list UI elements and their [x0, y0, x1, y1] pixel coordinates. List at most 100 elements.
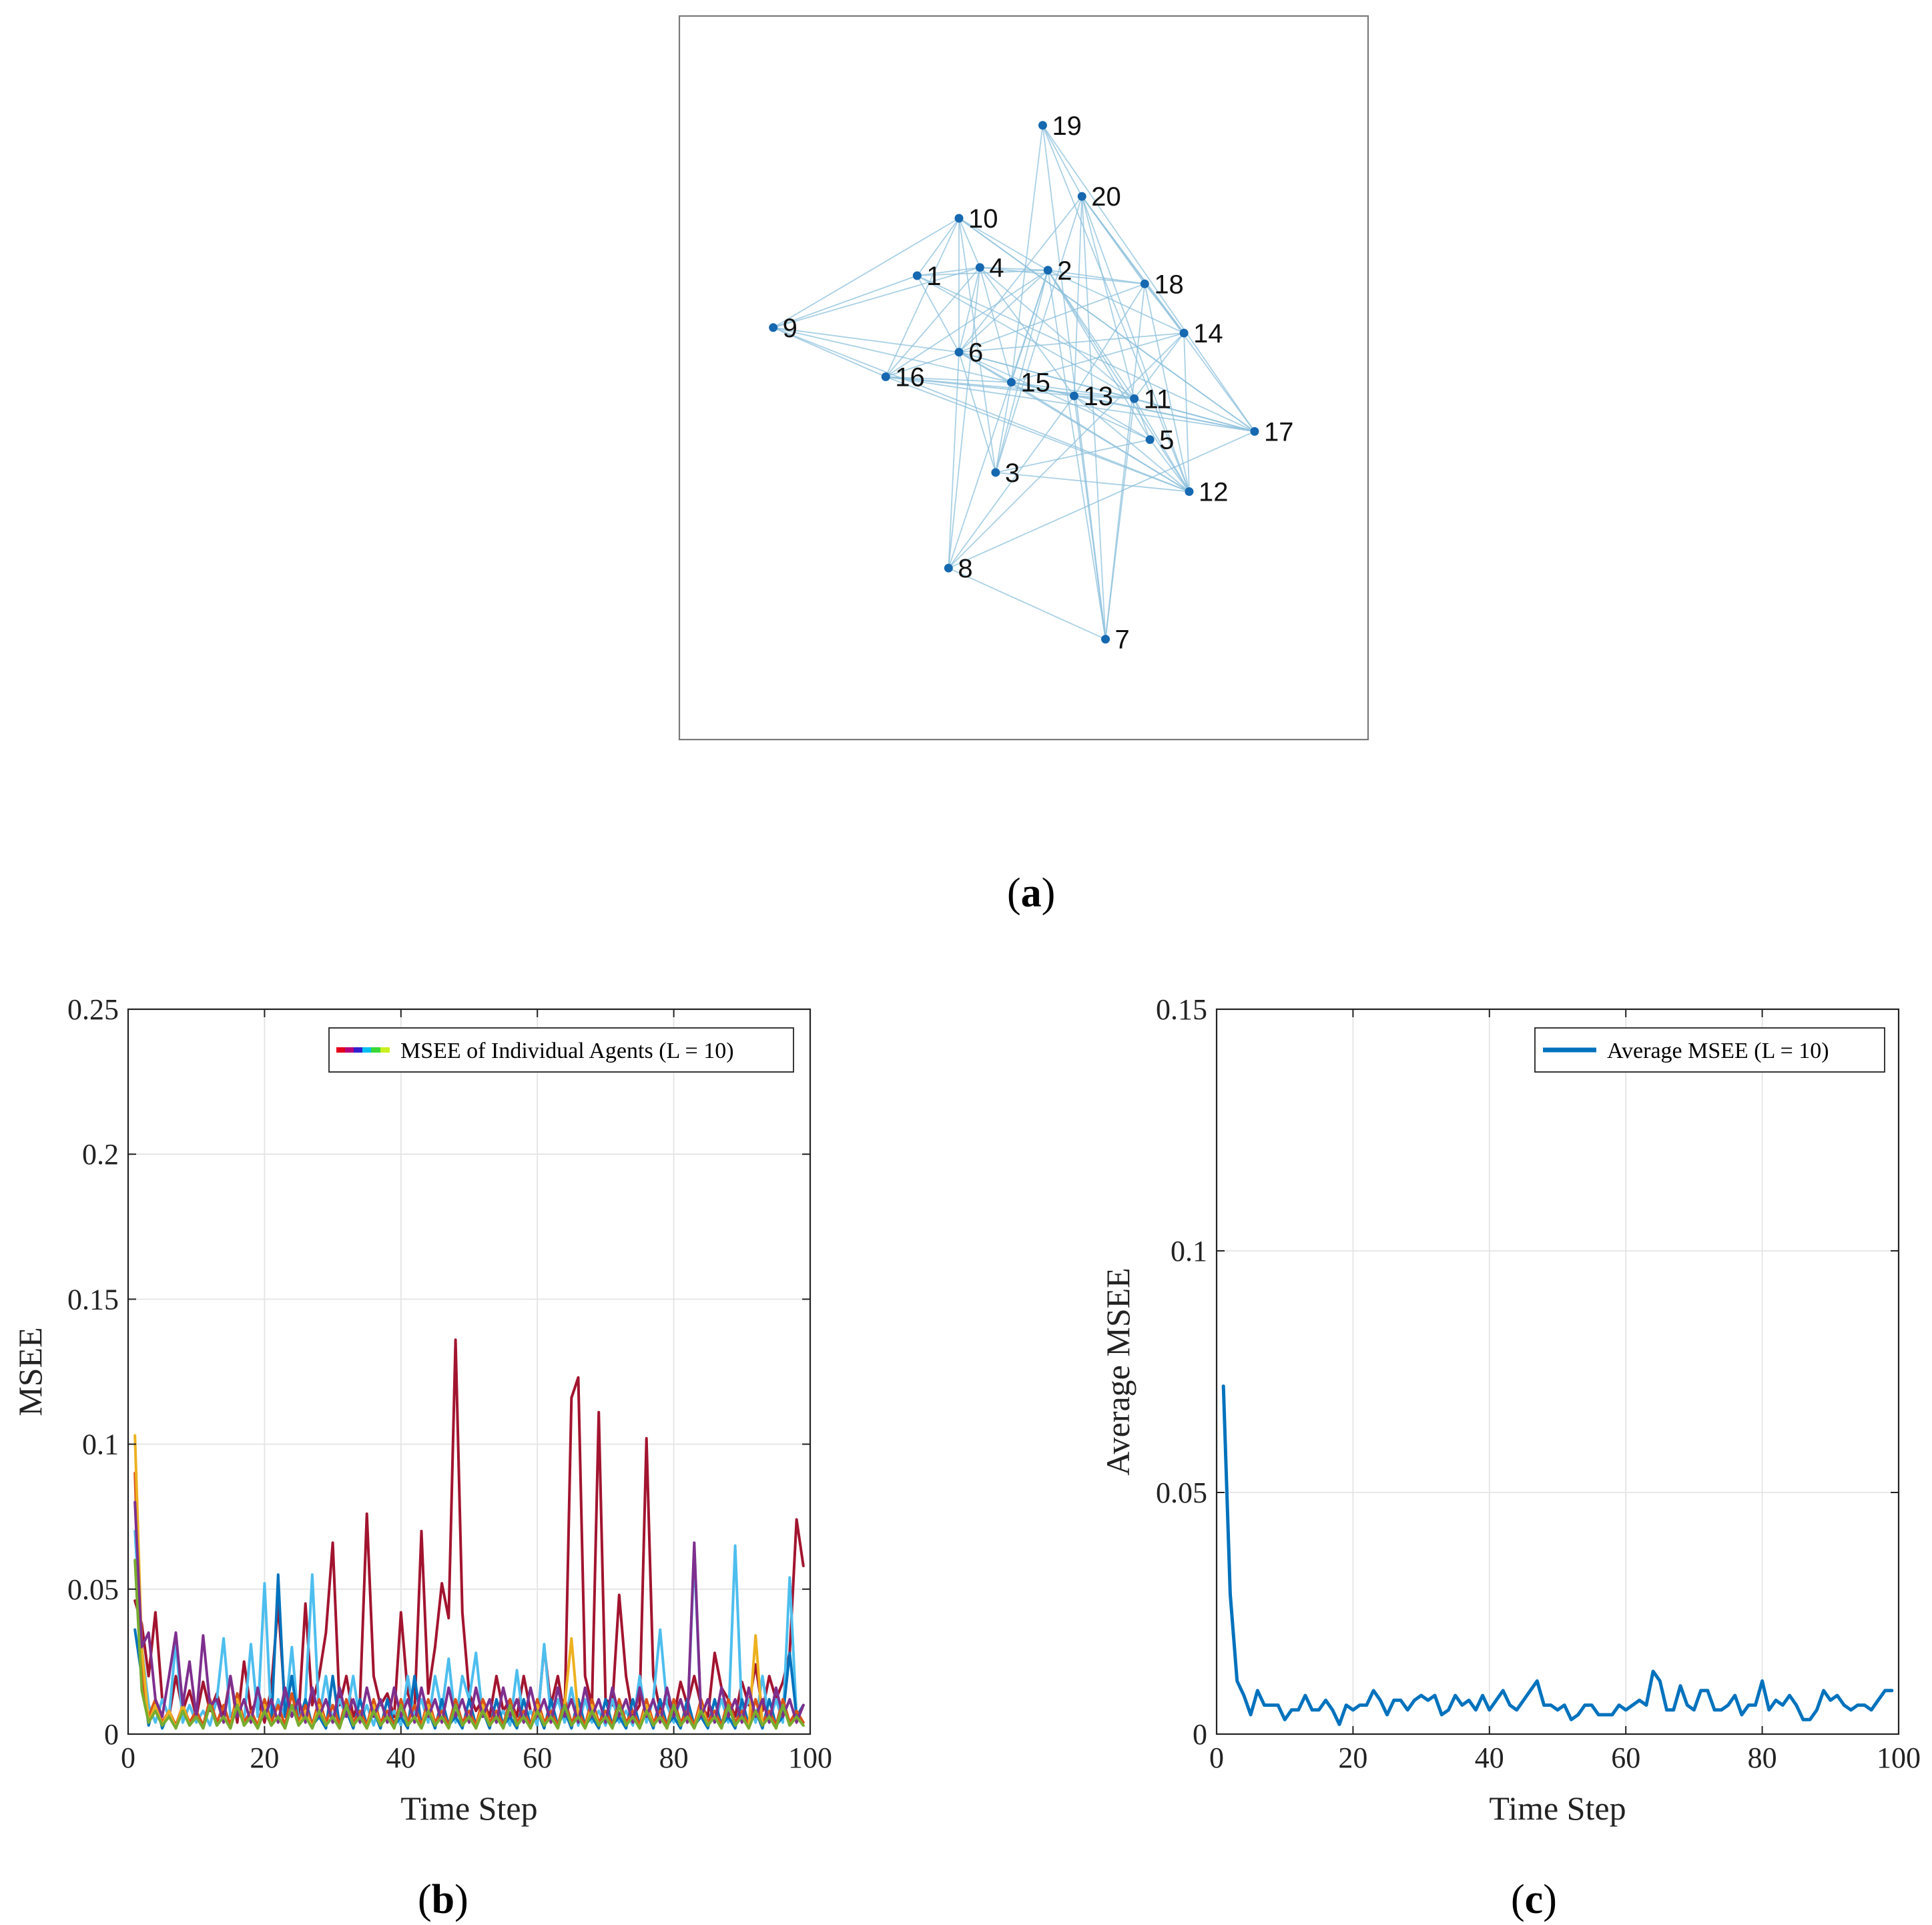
graph-edge-12-6 [958, 351, 1190, 493]
graph-node-5 [1145, 435, 1155, 445]
graph-edge-3-15 [994, 382, 1012, 473]
graph-edge-12-5 [1149, 439, 1190, 493]
msee-grid [127, 1009, 811, 1735]
graph-edge-12-2 [1047, 270, 1190, 492]
graph-edge-17-15 [1011, 381, 1255, 433]
graph-edge-3-2 [995, 270, 1049, 473]
graph-node-label-11: 11 [1144, 384, 1172, 414]
msee-x-axis-label: Time Step [400, 1790, 537, 1827]
graph-node-19 [1038, 121, 1047, 130]
graph-edge-3-12 [995, 471, 1190, 493]
graph-edge-3-5 [995, 439, 1151, 473]
graph-edge-19-17 [1042, 125, 1255, 432]
c-y-tick-label: 0 [1193, 1718, 1207, 1751]
graph-edge-20-3 [995, 196, 1083, 473]
graph-node-label-13: 13 [1083, 382, 1113, 411]
graph-node-label-14: 14 [1193, 319, 1223, 348]
graph-edge-15-9 [773, 326, 1012, 383]
graph-edge-7-13 [1073, 396, 1106, 639]
graph-node-11 [1130, 394, 1139, 403]
graph-edge-13-4 [979, 267, 1075, 396]
b-x-tick-label: 60 [523, 1741, 552, 1774]
msee-legend: MSEE of Individual Agents (L = 10) [328, 1027, 794, 1073]
graph-edge-10-16 [885, 218, 960, 377]
graph-edge-2-5 [1047, 270, 1151, 441]
b-y-tick-label: 0 [104, 1718, 119, 1751]
graph-node-label-20: 20 [1091, 182, 1121, 212]
graph-edge-11-5 [1133, 398, 1151, 441]
b-x-tick-label: 100 [788, 1741, 832, 1774]
graph-edge-1-9 [773, 275, 918, 328]
graph-node-16 [881, 372, 890, 381]
graph-node-15 [1006, 378, 1016, 387]
b-y-tick-label: 0.25 [67, 993, 119, 1026]
graph-edge-20-13 [1073, 196, 1083, 396]
graph-edge-16-9 [773, 326, 886, 378]
b-series-agent-orange [133, 1472, 805, 1727]
avg-msee-y-axis-label: Average MSEE [1099, 1268, 1137, 1475]
graph-edge-1-11 [916, 275, 1135, 400]
msee-axes-box [127, 1008, 812, 1735]
graph-node-13 [1069, 391, 1078, 400]
graph-node-label-3: 3 [1005, 459, 1020, 488]
graph-node-label-12: 12 [1199, 477, 1229, 507]
graph-node-6 [954, 348, 964, 357]
graph-edge-19-20 [1042, 125, 1083, 197]
graph-node-20 [1077, 192, 1086, 201]
graph-node-label-7: 7 [1115, 625, 1130, 655]
graph-edge-12-9 [773, 326, 1190, 493]
b-x-tick-label: 80 [659, 1741, 689, 1774]
graph-edge-14-6 [958, 332, 1185, 353]
graph-edge-2-6 [958, 270, 1048, 353]
graph-node-1 [912, 271, 922, 280]
avg-msee-lines [1221, 1384, 1894, 1726]
graph-node-4 [975, 263, 984, 272]
avg-msee-ticks: 0 20 40 60 80 100 0 0.05 0.1 0.15 [1156, 993, 1921, 1774]
graph-edge-8-13 [948, 395, 1075, 569]
graph-node-label-6: 6 [968, 338, 983, 368]
msee-y-axis-label: MSEE [11, 1327, 49, 1416]
graph-edge-20-12 [1081, 196, 1190, 492]
graph-edge-11-16 [886, 376, 1135, 400]
msee-legend-box [328, 1027, 794, 1073]
graph-edge-12-16 [885, 376, 1190, 493]
graph-edge-4-16 [885, 267, 981, 378]
graph-edge-15-13 [1011, 381, 1074, 397]
b-series-agent-green [133, 1559, 805, 1730]
graph-node-3 [991, 468, 1000, 477]
graph-edge-2-11 [1047, 270, 1135, 399]
graph-node-label-9: 9 [783, 314, 797, 343]
graph-edge-18-6 [958, 283, 1145, 353]
graph-edge-14-11 [1133, 332, 1185, 399]
graph-node-label-5: 5 [1159, 426, 1174, 455]
graph-edge-17-16 [886, 376, 1255, 433]
graph-edge-4-9 [773, 266, 980, 328]
graph-edge-6-9 [773, 326, 960, 353]
subfigure-label-b: (b) [418, 1877, 468, 1922]
graph-edge-13-5 [1074, 395, 1151, 441]
graph-edge-10-2 [958, 218, 1048, 271]
graph-node-7 [1101, 635, 1110, 644]
panel-b: 0 20 40 60 80 100 0 0.05 0.1 0.15 0.2 0.25 Time Ste… [11, 993, 832, 1922]
c-x-tick-label: 60 [1611, 1741, 1640, 1774]
graph-edge-10-17 [958, 218, 1255, 433]
graph-edge-18-12 [1144, 284, 1190, 492]
c-x-tick-label: 80 [1748, 1741, 1777, 1774]
graph-node-label-17: 17 [1264, 417, 1294, 447]
avg-msee-grid [1216, 1009, 1899, 1735]
msee-lines [133, 1338, 805, 1730]
graph-edge-17-1 [916, 275, 1255, 433]
graph-node-8 [944, 563, 953, 573]
b-y-tick-label: 0.05 [67, 1573, 119, 1606]
graph-node-label-8: 8 [958, 554, 972, 583]
graph-node-label-18: 18 [1154, 270, 1184, 299]
graph-edge-1-6 [916, 275, 960, 353]
graph-edge-6-5 [958, 351, 1151, 441]
avg-msee-legend-label: Average MSEE (L = 10) [1607, 1039, 1829, 1063]
b-series-agent-sky [133, 1529, 805, 1727]
graph-node-label-2: 2 [1057, 256, 1072, 286]
b-x-tick-label: 40 [386, 1741, 416, 1774]
b-series-agent-crimson [133, 1338, 805, 1724]
